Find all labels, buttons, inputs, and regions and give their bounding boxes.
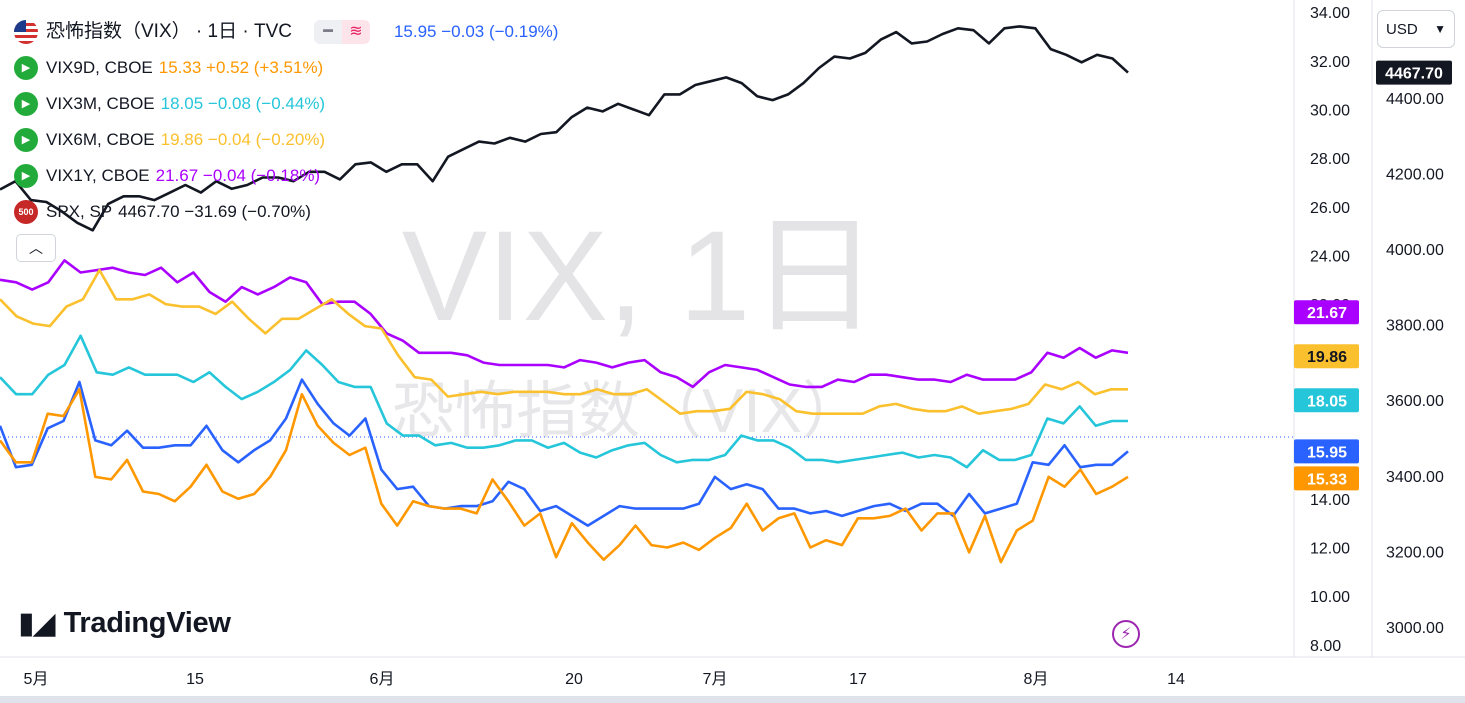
- left-axis-tick: 10.00: [1310, 589, 1350, 606]
- tradingview-logo[interactable]: ▮◢ TradingView: [18, 606, 231, 641]
- chevron-up-icon: ︿: [29, 240, 43, 256]
- right-axis-tick: 3000.00: [1386, 620, 1444, 637]
- left-axis-tick: 34.00: [1310, 5, 1350, 22]
- left-axis-tick: 24.00: [1310, 249, 1350, 266]
- price-label: 21.67: [1307, 305, 1347, 322]
- right-axis-tick: 3600.00: [1386, 393, 1444, 410]
- watermark: VIX, 1日 恐怖指数（VIX）: [392, 205, 878, 446]
- watermark-big: VIX, 1日: [402, 205, 879, 348]
- x-axis-tick: 17: [849, 671, 867, 688]
- minus-icon[interactable]: ━: [313, 20, 342, 44]
- legend-row-vix1y[interactable]: ▶ VIX1Y, CBOE 21.67 −0.04 (−0.18%): [14, 158, 558, 194]
- price-label-bg: [1294, 344, 1359, 369]
- legend: 恐怖指数（VIX） · 1日 · TVC ━ ≋ 15.95 −0.03 (−0…: [14, 14, 558, 230]
- cboe-icon: ▶: [14, 56, 38, 80]
- price-label-bg: [1376, 60, 1452, 85]
- right-axis-tick: 4000.00: [1386, 242, 1444, 259]
- left-axis-tick: 26.00: [1310, 200, 1350, 217]
- series-line-vix3m: [0, 334, 1128, 469]
- x-axis-tick: 6月: [370, 671, 395, 688]
- legend-row-vix3m[interactable]: ▶ VIX3M, CBOE 18.05 −0.08 (−0.44%): [14, 86, 558, 122]
- legend-main-row: 恐怖指数（VIX） · 1日 · TVC ━ ≋ 15.95 −0.03 (−0…: [14, 14, 558, 50]
- us-flag-icon: [14, 20, 38, 44]
- sp500-badge-icon: 500: [14, 200, 38, 224]
- legend-value: 18.05 −0.08 (−0.44%): [160, 94, 326, 113]
- x-axis-tick: 14: [1167, 671, 1185, 688]
- x-axis-tick: 7月: [703, 671, 728, 688]
- series-line-vix9d: [0, 387, 1129, 564]
- chart-style-toggle[interactable]: ━ ≋: [313, 20, 370, 44]
- price-label-bg: [1294, 388, 1359, 413]
- left-axis-tick: 30.00: [1310, 103, 1350, 120]
- legend-row-vix9d[interactable]: ▶ VIX9D, CBOE 15.33 +0.52 (+3.51%): [14, 50, 558, 86]
- left-axis-tick: 28.00: [1310, 151, 1350, 168]
- legend-symbol: VIX9D, CBOE: [46, 58, 153, 77]
- chevron-down-icon: ▼: [1434, 22, 1446, 36]
- main-symbol-title[interactable]: 恐怖指数（VIX） · 1日 · TVC: [46, 21, 292, 42]
- bottom-border: [0, 696, 1465, 703]
- cboe-icon: ▶: [14, 92, 38, 116]
- legend-symbol: VIX1Y, CBOE: [46, 166, 150, 185]
- series-line-spx: [0, 25, 1129, 232]
- left-axis-tick: 12.00: [1310, 541, 1350, 558]
- x-axis-tick: 8月: [1024, 671, 1049, 688]
- right-axis-tick: 3800.00: [1386, 318, 1444, 335]
- main-value: 15.95 −0.03 (−0.19%): [393, 22, 559, 41]
- currency-select[interactable]: USD ▼: [1377, 10, 1455, 48]
- legend-value: 15.33 +0.52 (+3.51%): [158, 58, 324, 77]
- lightning-icon[interactable]: ⚡: [1112, 620, 1140, 648]
- left-axis-tick: 14.00: [1310, 492, 1350, 509]
- price-label-bg: [1294, 439, 1359, 464]
- x-axis-tick: 20: [565, 671, 583, 688]
- price-label: 4467.70: [1385, 66, 1443, 83]
- legend-symbol: VIX3M, CBOE: [46, 94, 155, 113]
- right-axis-tick: 4400.00: [1386, 91, 1444, 108]
- currency-label: USD: [1386, 20, 1418, 38]
- tradingview-logo-text: TradingView: [63, 607, 231, 639]
- series-line-vix6m: [0, 268, 1128, 416]
- x-axis-tick: 15: [186, 671, 204, 688]
- wave-icon[interactable]: ≋: [341, 20, 370, 44]
- right-axis-tick: 3200.00: [1386, 544, 1444, 561]
- legend-value: 19.86 −0.04 (−0.20%): [160, 130, 326, 149]
- price-label-bg: [1294, 466, 1359, 491]
- left-axis-tick: 32.00: [1310, 54, 1350, 71]
- cboe-icon: ▶: [14, 164, 38, 188]
- price-label: 15.95: [1307, 444, 1347, 461]
- cboe-icon: ▶: [14, 128, 38, 152]
- right-axis-tick: 4200.00: [1386, 167, 1444, 184]
- price-label-bg: [1294, 300, 1359, 325]
- legend-value: 21.67 −0.04 (−0.18%): [155, 166, 321, 185]
- watermark-small: 恐怖指数（VIX）: [392, 377, 864, 446]
- price-label: 15.33: [1307, 471, 1347, 488]
- price-label: 19.86: [1307, 349, 1347, 366]
- left-axis-tick: 8.00: [1310, 638, 1341, 655]
- legend-row-vix6m[interactable]: ▶ VIX6M, CBOE 19.86 −0.04 (−0.20%): [14, 122, 558, 158]
- legend-symbol: VIX6M, CBOE: [46, 130, 155, 149]
- x-axis-tick: 5月: [24, 671, 49, 688]
- series-line-vix1y: [0, 259, 1129, 389]
- legend-row-spx[interactable]: 500 SPX, SP 4467.70 −31.69 (−0.70%): [14, 194, 558, 230]
- collapse-legend-button[interactable]: ︿: [16, 234, 56, 262]
- legend-value: 4467.70 −31.69 (−0.70%): [118, 202, 311, 221]
- price-label: 18.05: [1307, 393, 1347, 410]
- right-axis-tick: 3400.00: [1386, 469, 1444, 486]
- legend-symbol: SPX, SP: [46, 202, 113, 221]
- tradingview-mark-icon: ▮◢: [18, 607, 56, 640]
- series-line-vix: [0, 378, 1129, 527]
